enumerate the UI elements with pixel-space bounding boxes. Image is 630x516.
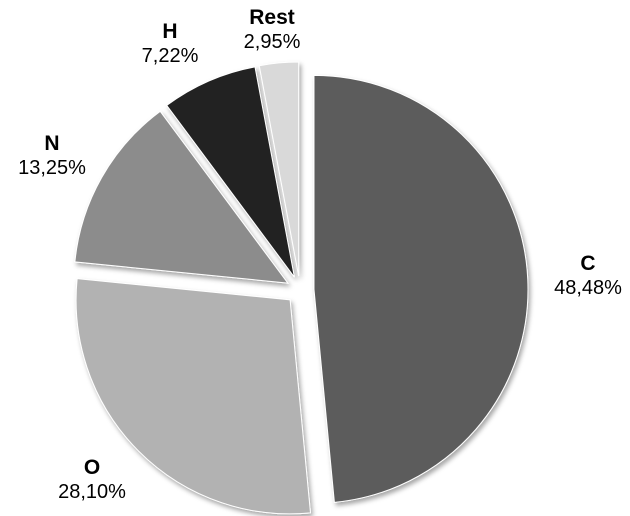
pie-slice-rest	[258, 61, 300, 277]
pie-slice-n	[74, 110, 289, 284]
slice-value-label-o: 28,10%	[58, 481, 126, 503]
slice-value-label-c: 48,48%	[554, 277, 622, 299]
slice-name-label-n: N	[44, 132, 59, 155]
slice-name-label-c: C	[580, 252, 595, 275]
pie-slice-o	[75, 278, 312, 515]
pie-slice-h	[166, 66, 295, 278]
slice-value-label-n: 13,25%	[18, 157, 86, 179]
pie-slices	[74, 61, 529, 515]
slice-value-label-h: 7,22%	[142, 45, 199, 67]
slice-name-label-o: O	[84, 456, 100, 479]
pie-slice-c	[313, 74, 529, 503]
slice-name-label-rest: Rest	[249, 6, 295, 29]
slice-name-label-h: H	[162, 20, 177, 43]
slice-value-label-rest: 2,95%	[244, 31, 301, 53]
